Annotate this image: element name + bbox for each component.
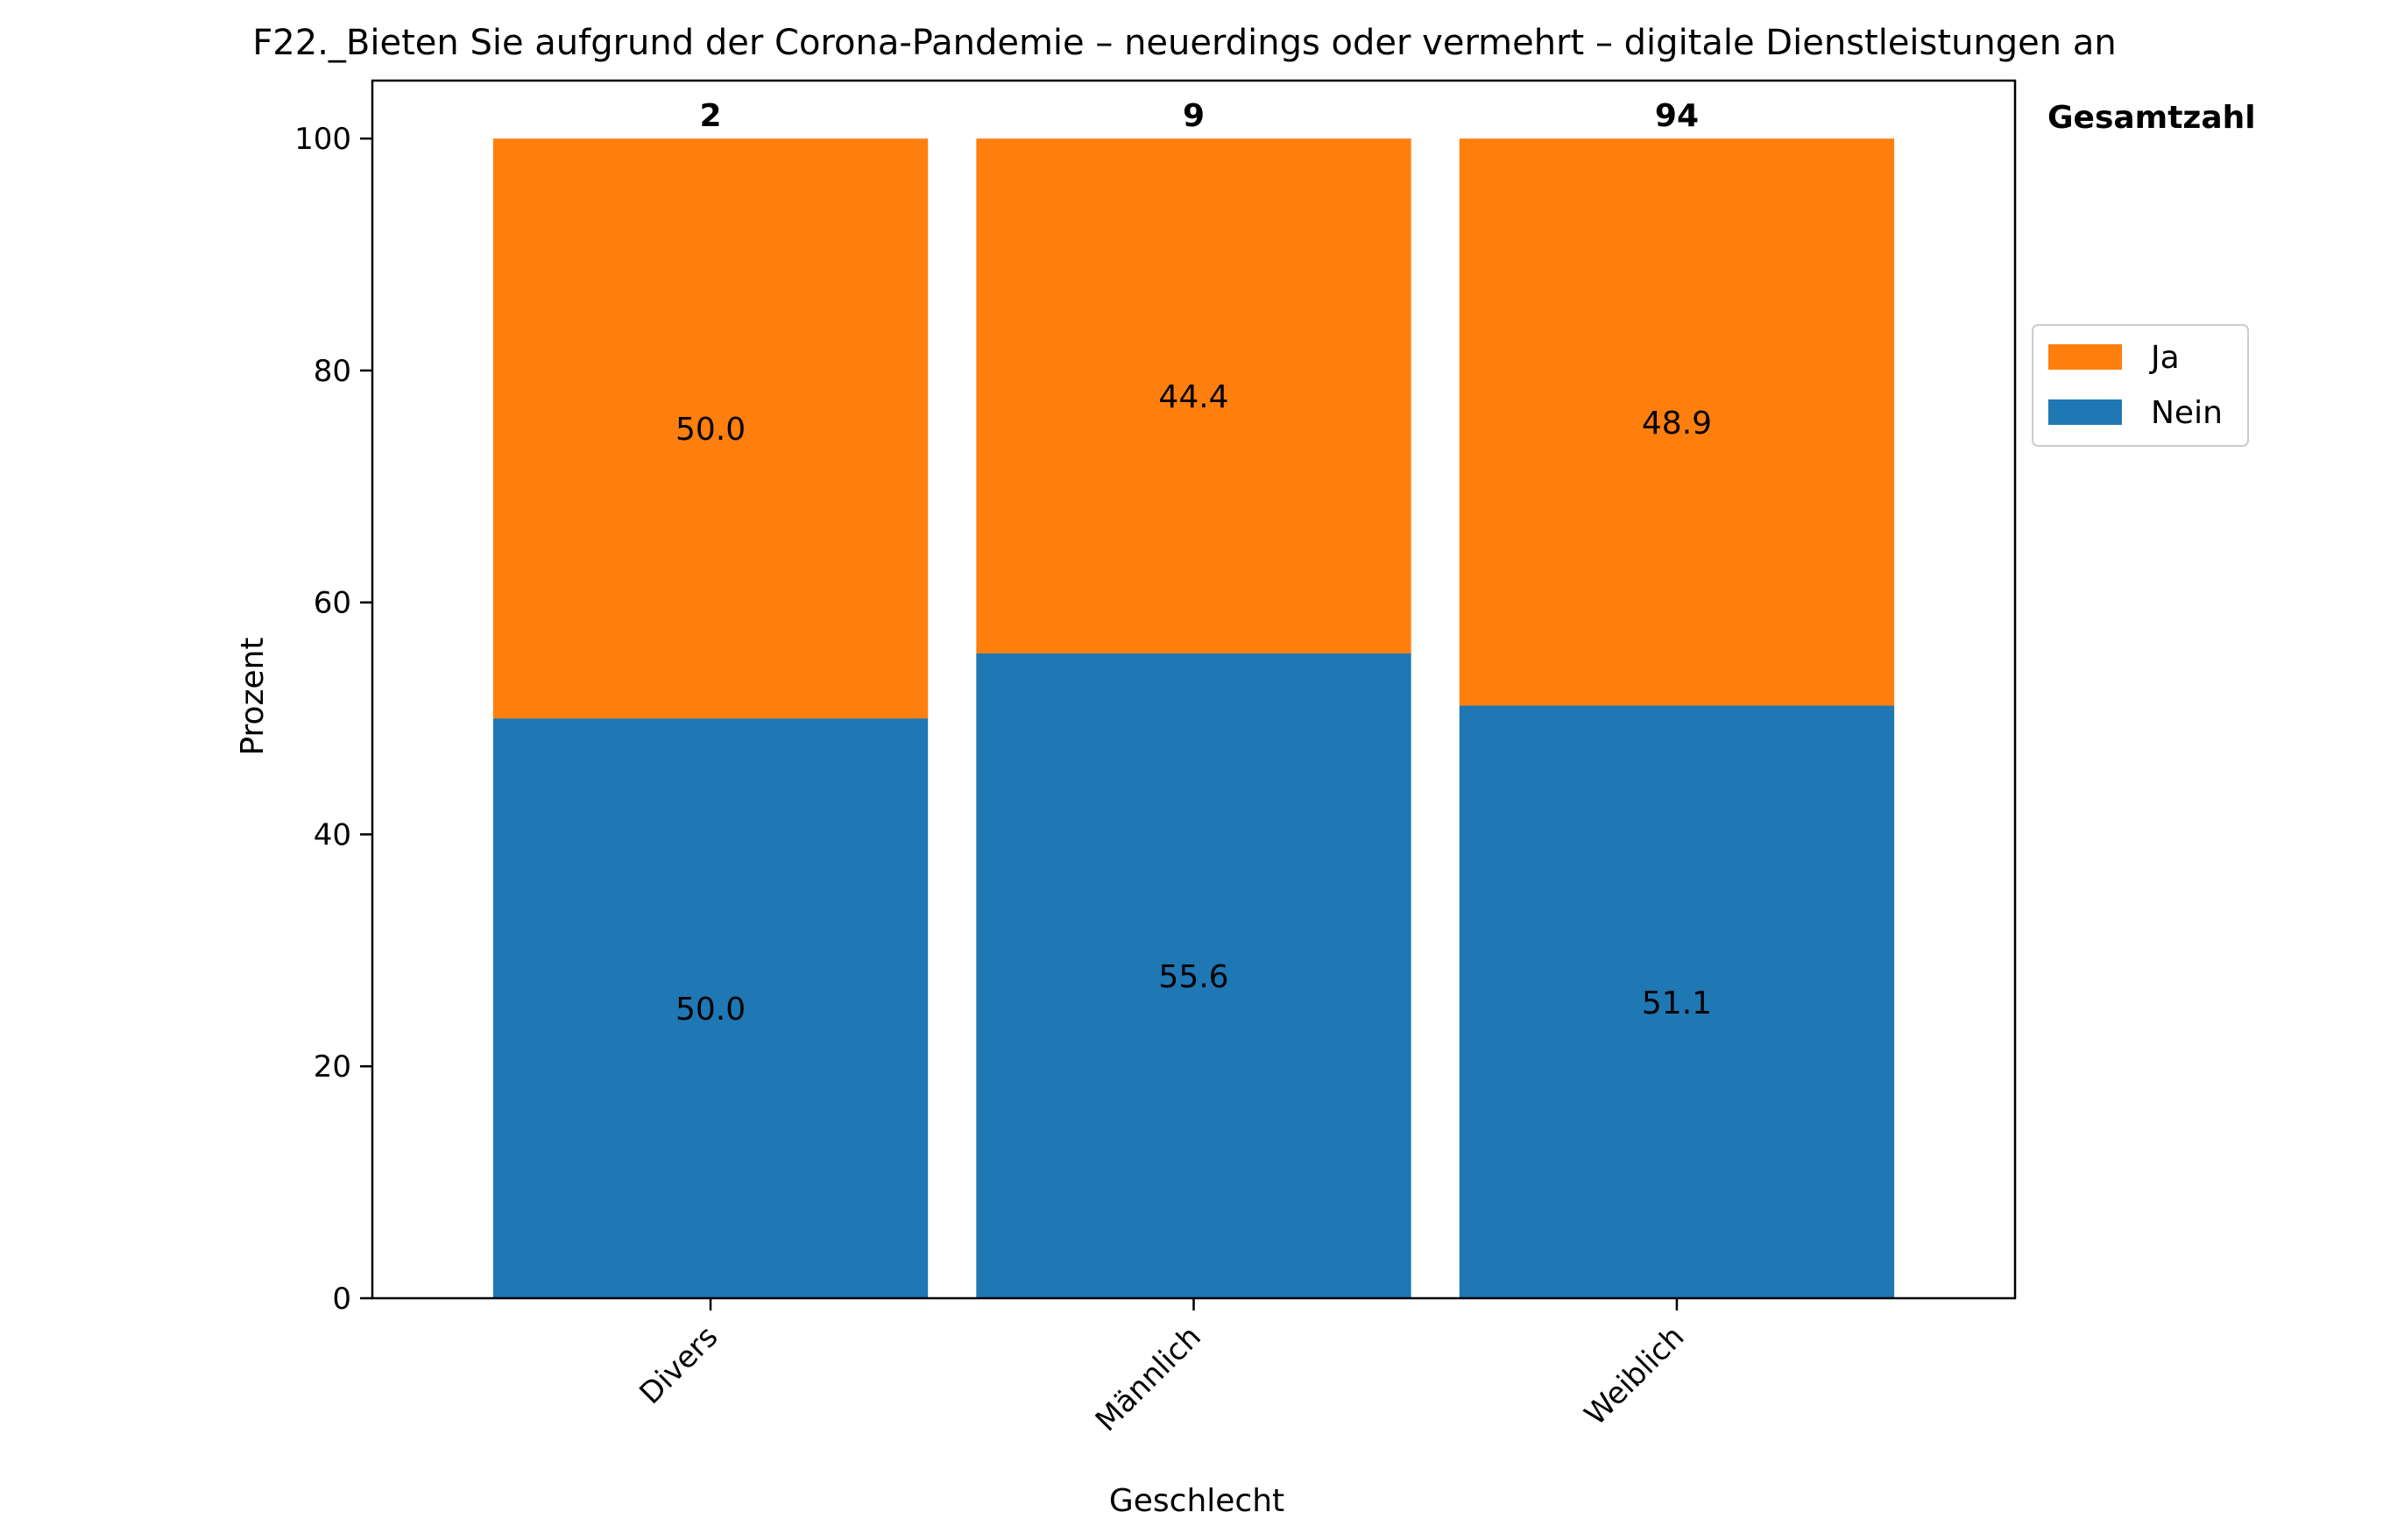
bar-value-label: 51.1 (1642, 985, 1712, 1021)
y-tick-label: 80 (314, 354, 351, 389)
bar-value-label: 48.9 (1642, 406, 1712, 442)
y-axis: 0 20 40 60 80 100 (294, 122, 372, 1317)
bar-nein-mannlich (976, 653, 1411, 1298)
bar-value-label: 50.0 (675, 412, 746, 448)
total-label: 94 (1655, 98, 1699, 134)
bar-value-label: 50.0 (675, 992, 746, 1028)
x-tick-label: Divers (633, 1319, 725, 1411)
y-tick-label: 60 (314, 586, 351, 621)
legend-label-ja: Ja (2149, 340, 2180, 376)
y-tick-label: 20 (314, 1049, 351, 1084)
bar-ja-mannlich (976, 138, 1411, 653)
bar-value-label: 55.6 (1158, 959, 1228, 995)
bar-value-label: 44.4 (1158, 379, 1228, 415)
total-label: 9 (1183, 98, 1205, 134)
totals-group: Gesamtzahl 2 9 94 (699, 98, 2255, 136)
totals-header: Gesamtzahl (2047, 100, 2256, 136)
y-axis-label: Prozent (235, 637, 271, 755)
legend-label-nein: Nein (2151, 395, 2223, 431)
legend: Ja Nein (2032, 324, 2249, 447)
bar-labels-group: 50.0 55.6 51.1 50.0 44.4 48.9 (675, 379, 1712, 1028)
legend-swatch-ja (2048, 344, 2122, 370)
bars-group (492, 138, 1895, 1298)
legend-swatch-nein (2048, 399, 2122, 425)
bar-nein-weiblich (1459, 705, 1895, 1298)
chart-title: F22._Bieten Sie aufgrund der Corona-Pand… (252, 23, 2116, 63)
bar-ja-weiblich (1459, 138, 1895, 706)
x-tick-label: Weiblich (1578, 1319, 1691, 1432)
bar-ja-divers (492, 138, 929, 719)
total-label: 2 (699, 98, 721, 134)
x-axis-label: Geschlecht (1109, 1483, 1284, 1519)
y-tick-label: 100 (294, 122, 351, 157)
y-tick-label: 0 (332, 1282, 351, 1317)
x-axis: Divers Männlich Weiblich (633, 1298, 1691, 1438)
y-tick-label: 40 (314, 817, 351, 852)
bar-nein-divers (492, 718, 929, 1298)
x-tick-label: Männlich (1089, 1319, 1208, 1438)
